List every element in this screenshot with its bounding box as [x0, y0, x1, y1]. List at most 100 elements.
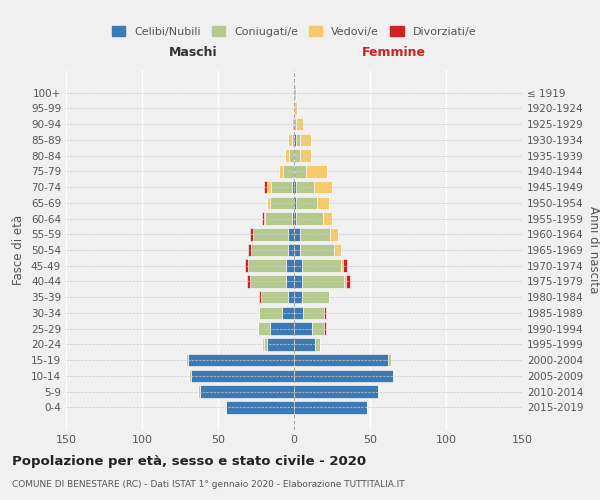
- Bar: [294, 228, 300, 240]
- Bar: [262, 338, 263, 350]
- Bar: [296, 212, 323, 225]
- Bar: [294, 212, 296, 225]
- Bar: [245, 260, 248, 272]
- Bar: [288, 134, 292, 146]
- Bar: [300, 134, 311, 146]
- Bar: [300, 150, 311, 162]
- Text: Popolazione per età, sesso e stato civile - 2020: Popolazione per età, sesso e stato civil…: [12, 455, 366, 468]
- Bar: [341, 260, 343, 272]
- Bar: [288, 244, 294, 256]
- Bar: [292, 212, 294, 225]
- Bar: [198, 386, 200, 398]
- Bar: [285, 150, 289, 162]
- Bar: [314, 181, 332, 194]
- Bar: [263, 338, 266, 350]
- Bar: [283, 165, 294, 177]
- Bar: [388, 354, 391, 366]
- Y-axis label: Anni di nascita: Anni di nascita: [587, 206, 600, 294]
- Bar: [344, 275, 346, 288]
- Bar: [265, 212, 292, 225]
- Bar: [294, 306, 303, 319]
- Text: COMUNE DI BENESTARE (RC) - Dati ISTAT 1° gennaio 2020 - Elaborazione TUTTITALIA.: COMUNE DI BENESTARE (RC) - Dati ISTAT 1°…: [12, 480, 404, 489]
- Bar: [248, 260, 286, 272]
- Bar: [296, 181, 314, 194]
- Bar: [294, 150, 300, 162]
- Bar: [189, 370, 191, 382]
- Bar: [294, 322, 312, 335]
- Bar: [247, 275, 250, 288]
- Bar: [323, 212, 332, 225]
- Bar: [263, 212, 265, 225]
- Bar: [317, 196, 329, 209]
- Bar: [251, 244, 288, 256]
- Bar: [296, 134, 300, 146]
- Bar: [294, 196, 296, 209]
- Y-axis label: Fasce di età: Fasce di età: [13, 215, 25, 285]
- Bar: [259, 306, 282, 319]
- Bar: [292, 134, 294, 146]
- Bar: [294, 370, 393, 382]
- Bar: [250, 228, 253, 240]
- Bar: [294, 338, 315, 350]
- Bar: [266, 338, 294, 350]
- Bar: [289, 150, 294, 162]
- Bar: [346, 275, 350, 288]
- Bar: [294, 134, 296, 146]
- Bar: [302, 291, 329, 304]
- Bar: [300, 244, 334, 256]
- Bar: [200, 386, 294, 398]
- Bar: [266, 196, 269, 209]
- Bar: [343, 260, 347, 272]
- Bar: [186, 354, 188, 366]
- Bar: [325, 306, 326, 319]
- Bar: [300, 228, 331, 240]
- Text: Femmine: Femmine: [362, 46, 427, 59]
- Bar: [279, 165, 283, 177]
- Bar: [282, 306, 294, 319]
- Bar: [294, 181, 296, 194]
- Bar: [266, 181, 271, 194]
- Legend: Celibi/Nubili, Coniugati/e, Vedovi/e, Divorziati/e: Celibi/Nubili, Coniugati/e, Vedovi/e, Di…: [107, 22, 481, 41]
- Bar: [294, 165, 306, 177]
- Bar: [253, 228, 288, 240]
- Bar: [292, 181, 294, 194]
- Bar: [377, 386, 379, 398]
- Bar: [271, 181, 292, 194]
- Bar: [294, 102, 297, 115]
- Bar: [294, 354, 388, 366]
- Bar: [257, 322, 269, 335]
- Bar: [325, 322, 326, 335]
- Bar: [263, 181, 266, 194]
- Bar: [288, 291, 294, 304]
- Bar: [296, 118, 303, 130]
- Bar: [288, 228, 294, 240]
- Bar: [250, 275, 286, 288]
- Bar: [262, 212, 263, 225]
- Bar: [294, 244, 300, 256]
- Bar: [294, 118, 296, 130]
- Bar: [188, 354, 294, 366]
- Bar: [191, 370, 294, 382]
- Bar: [296, 196, 317, 209]
- Bar: [294, 86, 296, 99]
- Bar: [315, 338, 320, 350]
- Text: Maschi: Maschi: [169, 46, 218, 59]
- Bar: [294, 260, 302, 272]
- Bar: [294, 386, 377, 398]
- Bar: [294, 275, 302, 288]
- Bar: [294, 401, 367, 413]
- Bar: [303, 306, 325, 319]
- Bar: [312, 322, 325, 335]
- Bar: [248, 244, 251, 256]
- Bar: [331, 228, 338, 240]
- Bar: [302, 260, 341, 272]
- Bar: [286, 260, 294, 272]
- Bar: [269, 322, 294, 335]
- Bar: [260, 291, 288, 304]
- Bar: [269, 196, 294, 209]
- Bar: [302, 275, 344, 288]
- Bar: [294, 291, 302, 304]
- Bar: [226, 401, 294, 413]
- Bar: [286, 275, 294, 288]
- Bar: [259, 291, 260, 304]
